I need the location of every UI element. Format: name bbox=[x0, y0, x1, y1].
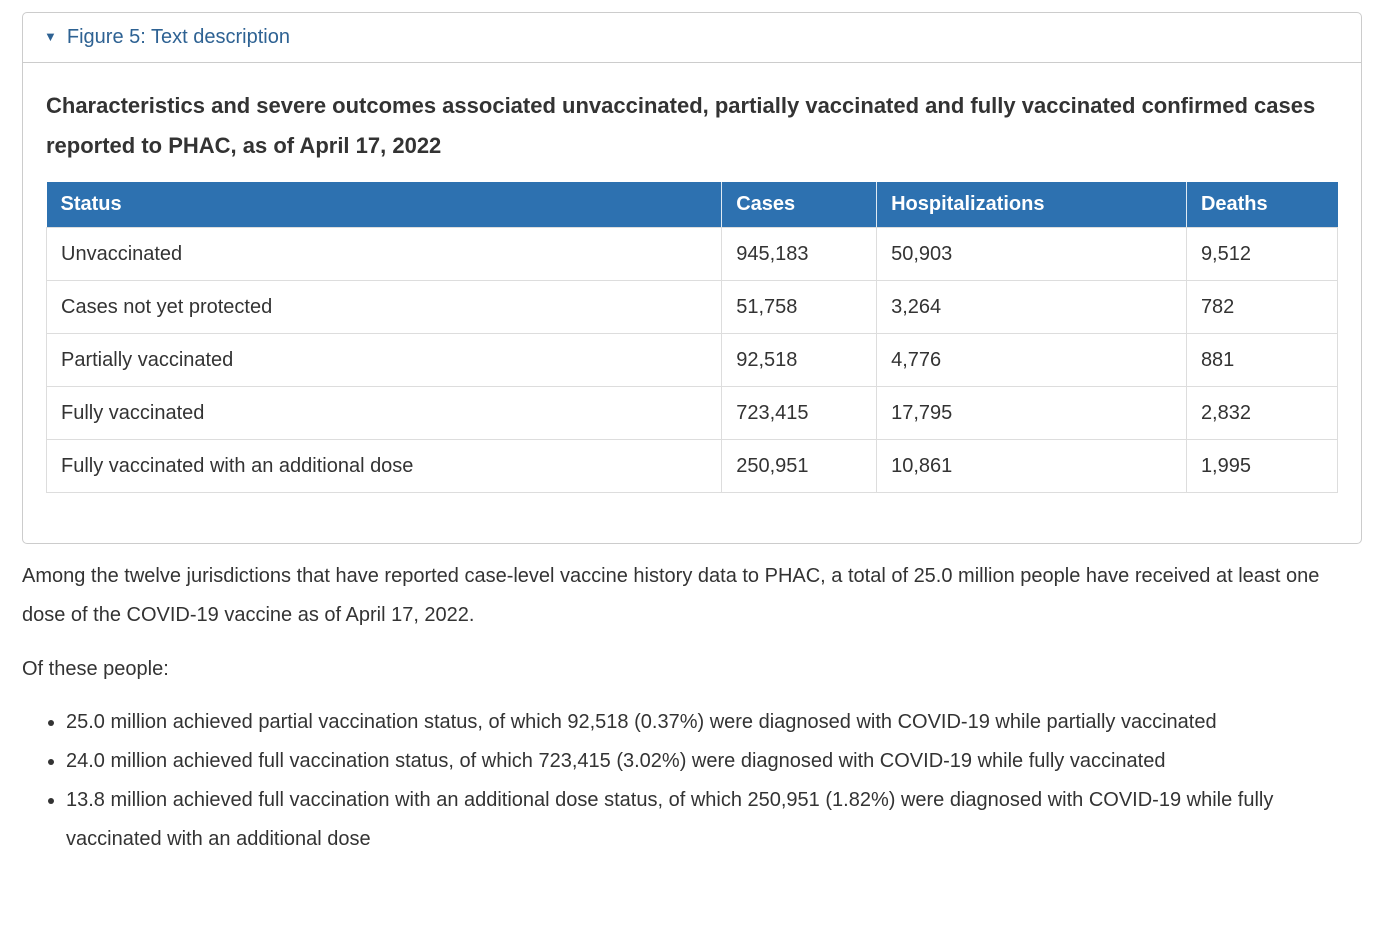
list-item-full-vaccination: 24.0 million achieved full vaccination s… bbox=[66, 742, 1352, 781]
cell-status: Unvaccinated bbox=[45, 227, 723, 281]
vaccination-status-bullet-list: 25.0 million achieved partial vaccinatio… bbox=[22, 703, 1352, 859]
cell-cases: 723,415 bbox=[721, 386, 878, 440]
column-header-status: Status bbox=[46, 182, 723, 228]
paragraph-jurisdictions: Among the twelve jurisdictions that have… bbox=[22, 565, 1320, 626]
cell-deaths: 9,512 bbox=[1185, 227, 1339, 281]
figure-title: Characteristics and severe outcomes asso… bbox=[46, 93, 1316, 158]
cell-hospitalizations: 3,264 bbox=[876, 280, 1187, 334]
column-header-cases: Cases bbox=[721, 182, 878, 228]
outcomes-table: Status Cases Hospitalizations Deaths Unv… bbox=[45, 182, 1339, 493]
collapse-triangle-icon: ▼ bbox=[44, 29, 57, 44]
cell-deaths: 1,995 bbox=[1185, 439, 1339, 493]
figure5-panel-body: Characteristics and severe outcomes asso… bbox=[23, 62, 1361, 543]
table-row: Cases not yet protected 51,758 3,264 782 bbox=[45, 280, 1339, 334]
cell-hospitalizations: 17,795 bbox=[876, 386, 1187, 440]
column-header-hospitalizations: Hospitalizations bbox=[876, 182, 1187, 228]
cell-status: Partially vaccinated bbox=[45, 333, 723, 387]
cell-hospitalizations: 10,861 bbox=[876, 439, 1187, 493]
cell-cases: 92,518 bbox=[721, 333, 878, 387]
cell-cases: 250,951 bbox=[721, 439, 878, 493]
table-header-row: Status Cases Hospitalizations Deaths bbox=[46, 182, 1338, 228]
cell-deaths: 782 bbox=[1185, 280, 1339, 334]
table-body: Unvaccinated 945,183 50,903 9,512 Cases … bbox=[45, 227, 1339, 493]
cell-status: Cases not yet protected bbox=[45, 280, 723, 334]
cell-deaths: 2,832 bbox=[1185, 386, 1339, 440]
cell-status: Fully vaccinated bbox=[45, 386, 723, 440]
cell-hospitalizations: 50,903 bbox=[876, 227, 1187, 281]
column-header-deaths: Deaths bbox=[1186, 182, 1338, 228]
cell-cases: 51,758 bbox=[721, 280, 878, 334]
table-header: Status Cases Hospitalizations Deaths bbox=[46, 182, 1338, 228]
cell-deaths: 881 bbox=[1185, 333, 1339, 387]
table-row: Unvaccinated 945,183 50,903 9,512 bbox=[45, 227, 1339, 281]
table-row: Partially vaccinated 92,518 4,776 881 bbox=[45, 333, 1339, 387]
figure5-summary-toggle[interactable]: ▼ Figure 5: Text description bbox=[23, 13, 1361, 62]
cell-hospitalizations: 4,776 bbox=[876, 333, 1187, 387]
table-row: Fully vaccinated with an additional dose… bbox=[45, 439, 1339, 493]
figure5-details-panel: ▼ Figure 5: Text description Characterist… bbox=[22, 12, 1362, 544]
list-item-additional-dose: 13.8 million achieved full vaccination w… bbox=[66, 781, 1352, 859]
table-row: Fully vaccinated 723,415 17,795 2,832 bbox=[45, 386, 1339, 440]
figure5-summary-label: Figure 5: Text description bbox=[66, 26, 290, 48]
cell-cases: 945,183 bbox=[721, 227, 878, 281]
paragraph-of-these-people: Of these people: bbox=[22, 658, 169, 680]
cell-status: Fully vaccinated with an additional dose bbox=[45, 439, 723, 493]
list-item-partial-vaccination: 25.0 million achieved partial vaccinatio… bbox=[66, 703, 1352, 742]
